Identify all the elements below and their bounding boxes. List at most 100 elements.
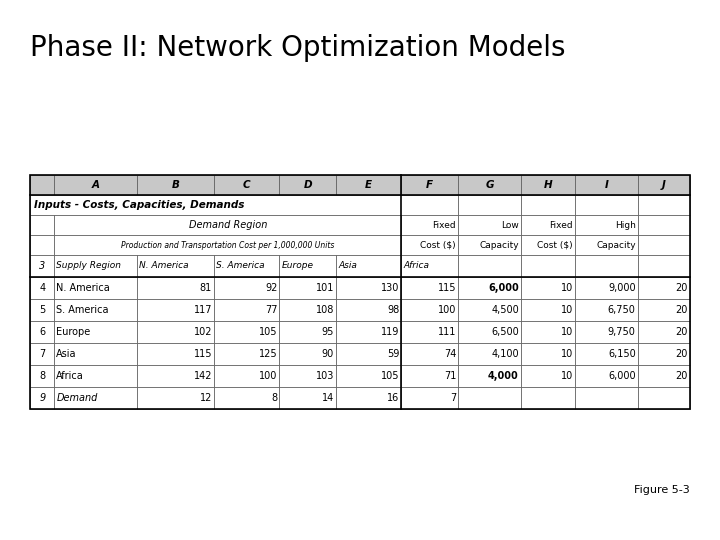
Bar — [138, 255, 214, 277]
Bar — [336, 365, 402, 387]
Text: Cost ($): Cost ($) — [420, 240, 456, 249]
Text: S. America: S. America — [56, 305, 109, 315]
Text: 119: 119 — [381, 327, 400, 337]
Bar — [575, 255, 638, 277]
Bar — [336, 321, 402, 343]
Bar — [279, 387, 336, 409]
Text: Cost ($): Cost ($) — [537, 240, 573, 249]
Text: Figure 5-3: Figure 5-3 — [634, 485, 690, 495]
Bar — [458, 321, 521, 343]
Text: 90: 90 — [322, 349, 334, 359]
Bar — [30, 343, 55, 365]
Text: Asia: Asia — [56, 349, 77, 359]
Bar — [55, 215, 402, 235]
Bar — [30, 175, 690, 409]
Text: 100: 100 — [259, 371, 277, 381]
Bar — [30, 365, 55, 387]
Text: 117: 117 — [194, 305, 212, 315]
Bar — [138, 343, 214, 365]
Bar — [521, 365, 575, 387]
Bar — [458, 175, 521, 195]
Text: 105: 105 — [259, 327, 277, 337]
Bar — [402, 235, 458, 255]
Bar — [138, 299, 214, 321]
Bar — [279, 343, 336, 365]
Text: 125: 125 — [258, 349, 277, 359]
Bar — [279, 255, 336, 277]
Text: 6,000: 6,000 — [488, 283, 519, 293]
Bar — [575, 215, 638, 235]
Bar — [30, 235, 55, 255]
Bar — [279, 299, 336, 321]
Bar — [458, 255, 521, 277]
Bar — [638, 387, 690, 409]
Bar — [279, 175, 336, 195]
Text: E: E — [365, 180, 372, 190]
Bar — [402, 321, 458, 343]
Bar — [214, 387, 279, 409]
Text: Fixed: Fixed — [433, 220, 456, 230]
Bar — [638, 277, 690, 299]
Bar — [279, 277, 336, 299]
Bar — [402, 343, 458, 365]
Bar — [521, 387, 575, 409]
Bar — [336, 343, 402, 365]
Bar — [638, 195, 690, 215]
Bar — [138, 321, 214, 343]
Text: 3: 3 — [39, 261, 45, 271]
Bar — [55, 277, 138, 299]
Text: 4: 4 — [39, 283, 45, 293]
Text: 101: 101 — [315, 283, 334, 293]
Bar — [521, 277, 575, 299]
Bar — [521, 195, 575, 215]
Bar — [55, 235, 402, 255]
Bar — [458, 235, 521, 255]
Bar — [575, 175, 638, 195]
Text: 111: 111 — [438, 327, 456, 337]
Text: 105: 105 — [381, 371, 400, 381]
Bar — [521, 175, 575, 195]
Text: H: H — [544, 180, 552, 190]
Bar — [458, 215, 521, 235]
Bar — [638, 255, 690, 277]
Bar — [30, 277, 55, 299]
Bar — [521, 215, 575, 235]
Bar — [138, 365, 214, 387]
Bar — [30, 255, 55, 277]
Text: S. America: S. America — [216, 261, 264, 271]
Text: Phase II: Network Optimization Models: Phase II: Network Optimization Models — [30, 34, 565, 62]
Bar — [575, 343, 638, 365]
Bar — [214, 299, 279, 321]
Bar — [638, 175, 690, 195]
Text: Production and Transportation Cost per 1,000,000 Units: Production and Transportation Cost per 1… — [121, 240, 335, 249]
Text: 108: 108 — [315, 305, 334, 315]
Text: 10: 10 — [561, 371, 573, 381]
Text: 102: 102 — [194, 327, 212, 337]
Text: A: A — [92, 180, 100, 190]
Text: D: D — [303, 180, 312, 190]
Text: 6,750: 6,750 — [608, 305, 636, 315]
Text: 9,000: 9,000 — [608, 283, 636, 293]
Bar — [521, 343, 575, 365]
Text: 12: 12 — [199, 393, 212, 403]
Text: 20: 20 — [675, 305, 688, 315]
Text: 10: 10 — [561, 283, 573, 293]
Text: 95: 95 — [322, 327, 334, 337]
Bar — [55, 321, 138, 343]
Text: Demand Region: Demand Region — [189, 220, 267, 230]
Bar — [214, 343, 279, 365]
Text: 4,100: 4,100 — [491, 349, 519, 359]
Bar — [575, 387, 638, 409]
Text: 20: 20 — [675, 349, 688, 359]
Text: 6,500: 6,500 — [491, 327, 519, 337]
Text: 7: 7 — [450, 393, 456, 403]
Text: 74: 74 — [444, 349, 456, 359]
Bar — [214, 365, 279, 387]
Bar — [336, 277, 402, 299]
Bar — [402, 255, 458, 277]
Bar — [638, 321, 690, 343]
Text: 115: 115 — [438, 283, 456, 293]
Bar — [138, 277, 214, 299]
Text: 71: 71 — [444, 371, 456, 381]
Text: 4,000: 4,000 — [488, 371, 519, 381]
